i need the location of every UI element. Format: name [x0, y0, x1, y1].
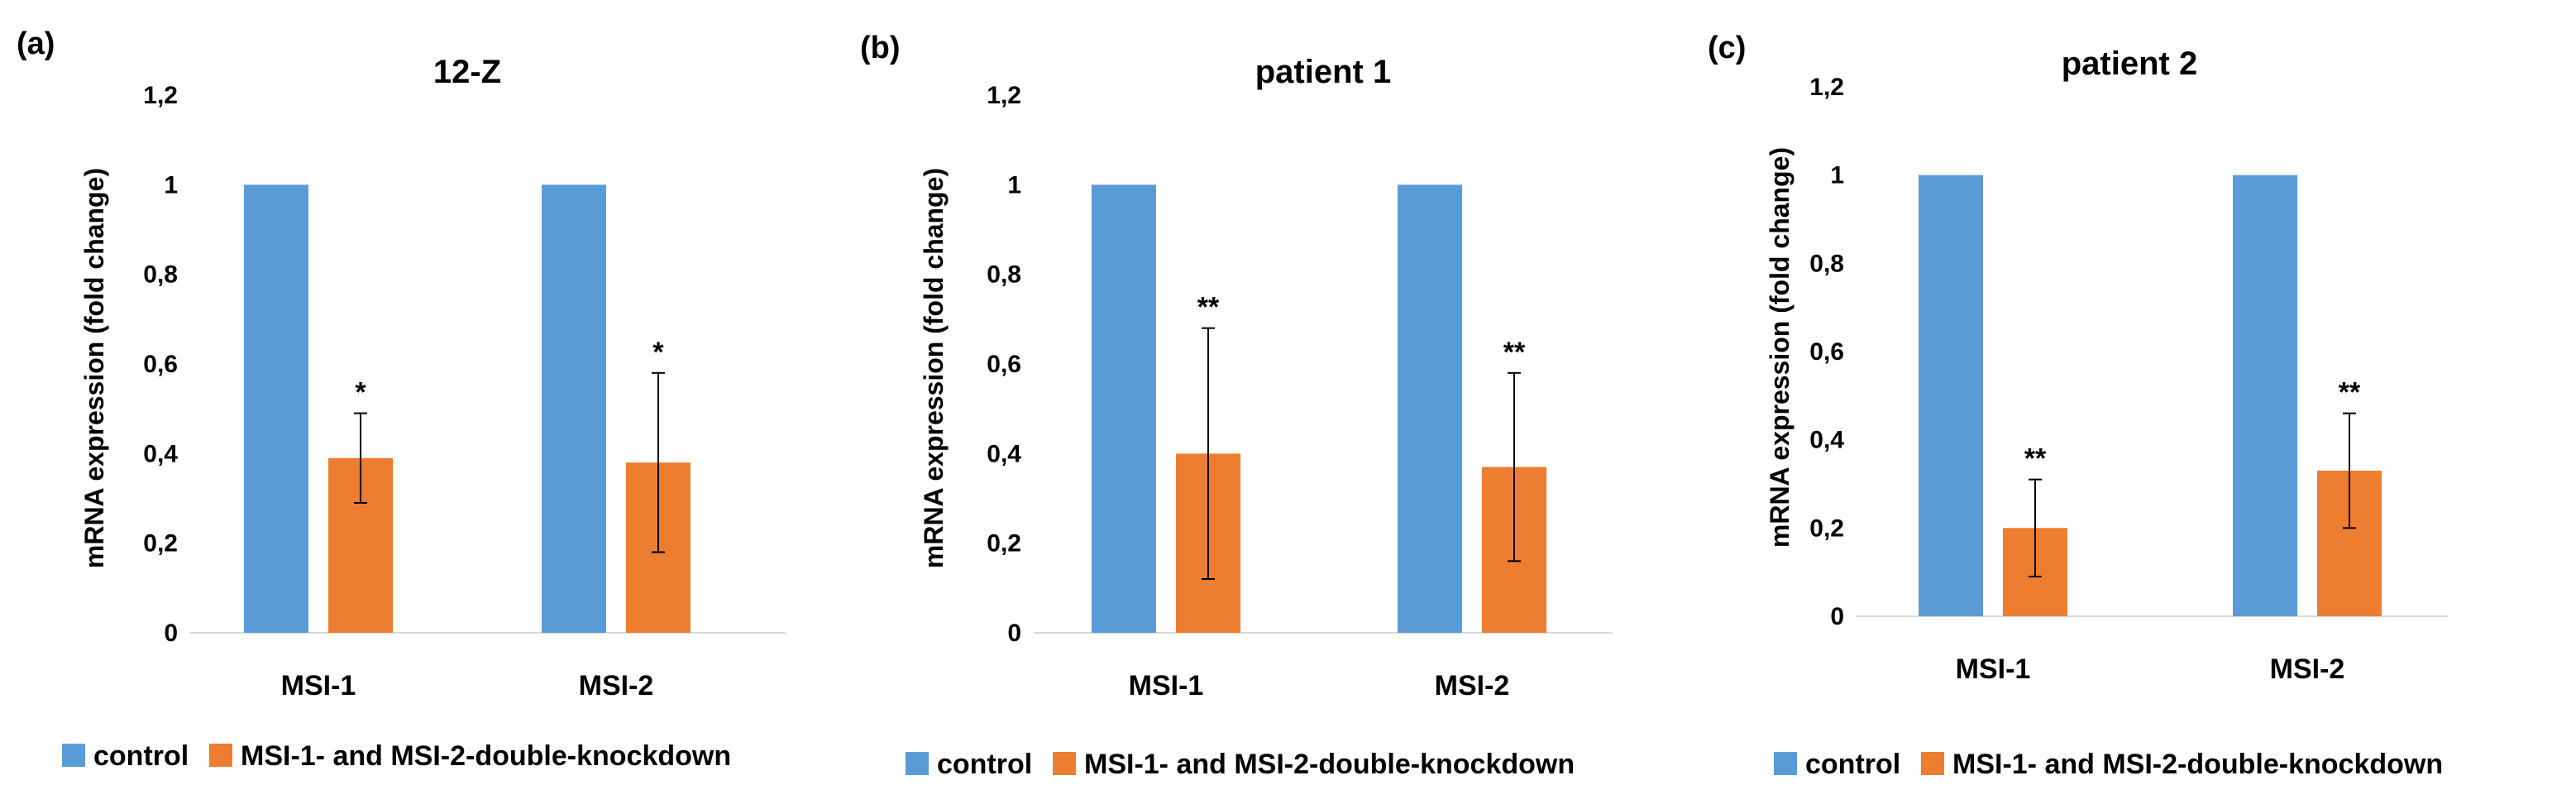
- y-tick-label: 1: [1007, 171, 1021, 199]
- y-axis-label: mRNA expression (fold change): [1765, 147, 1795, 548]
- legend-label: MSI-1- and MSI-2-double-knockdown: [241, 740, 731, 772]
- significance-marker: **: [1197, 292, 1220, 323]
- y-tick-label: 1,2: [1809, 74, 1844, 101]
- legend-label: MSI-1- and MSI-2-double-knockdown: [1084, 749, 1575, 780]
- category-label: MSI-1: [1956, 653, 2031, 685]
- y-tick-label: 0: [1007, 620, 1021, 647]
- y-tick-label: 0,6: [143, 351, 178, 378]
- legend-swatch-control: [62, 744, 85, 767]
- chart-panel-3: (c) patient 2 0 0,2 0,4 0,6 0,8 1 1,2 mRNA expres…: [1708, 31, 2448, 780]
- y-tick-label: 0,8: [1809, 250, 1844, 277]
- legend-swatch-knockdown: [1053, 752, 1076, 775]
- y-tick-label: 1: [1830, 162, 1844, 189]
- y-tick-label: 1: [164, 171, 178, 199]
- y-tick-label: 0: [164, 620, 178, 647]
- chart-panel-2: (b) patient 1 0 0,2 0,4 0,6 0,8 1 1,2 mRNA expres…: [860, 31, 1613, 780]
- category-label: MSI-2: [2270, 653, 2345, 685]
- bar-control-msi-2: [542, 184, 606, 634]
- category-label: MSI-2: [579, 670, 654, 701]
- y-tick-label: 1,2: [143, 82, 178, 109]
- legend-label: MSI-1- and MSI-2-double-knockdown: [1952, 749, 2443, 780]
- y-tick-label: 0,2: [1809, 515, 1844, 542]
- legend-swatch-control: [906, 752, 929, 775]
- y-tick-label: 0,2: [143, 530, 178, 558]
- panel-label: (b): [860, 31, 901, 65]
- y-axis-label: mRNA expression (fold change): [919, 168, 949, 568]
- significance-marker: **: [1503, 337, 1526, 368]
- significance-marker: **: [2339, 377, 2361, 409]
- category-label: MSI-1: [1129, 670, 1204, 701]
- legend-label: control: [1805, 749, 1900, 780]
- bar-control-msi-2: [2233, 175, 2297, 616]
- y-tick-label: 1,2: [987, 82, 1021, 109]
- panel-label: (c): [1708, 31, 1746, 65]
- bar-control-msi-2: [1398, 184, 1462, 634]
- significance-marker: *: [652, 337, 664, 368]
- y-tick-label: 0,6: [1809, 338, 1844, 366]
- chart-panel-1: (a) 12-Z 0 0,2 0,4 0,6 0,8 1 1,2 mRNA expression …: [17, 26, 786, 772]
- y-axis-label: mRNA expression (fold change): [79, 168, 109, 568]
- chart-title: patient 1: [1255, 54, 1391, 90]
- y-tick-label: 0,4: [143, 440, 178, 467]
- y-tick-label: 0,4: [987, 440, 1021, 467]
- bar-control-msi-1: [1092, 184, 1156, 634]
- y-tick-label: 0,8: [987, 261, 1021, 289]
- y-tick-label: 0,2: [987, 530, 1021, 558]
- legend-swatch-knockdown: [1921, 752, 1944, 775]
- y-tick-label: 0,4: [1809, 427, 1844, 454]
- chart-title: patient 2: [2062, 45, 2197, 82]
- legend-swatch-control: [1774, 752, 1797, 775]
- bar-control-msi-1: [1919, 175, 1983, 616]
- significance-marker: **: [2024, 443, 2047, 475]
- chart-title: 12-Z: [433, 54, 501, 90]
- panel-label: (a): [17, 26, 55, 61]
- category-label: MSI-1: [281, 670, 356, 701]
- legend-swatch-knockdown: [209, 744, 232, 767]
- legend-label: control: [937, 749, 1032, 780]
- significance-marker: *: [355, 377, 366, 409]
- legend-label: control: [93, 740, 189, 772]
- category-label: MSI-2: [1435, 670, 1510, 701]
- y-tick-label: 0: [1830, 603, 1844, 630]
- y-tick-label: 0,6: [987, 351, 1021, 378]
- y-tick-label: 0,8: [143, 261, 178, 289]
- bar-control-msi-1: [244, 184, 308, 634]
